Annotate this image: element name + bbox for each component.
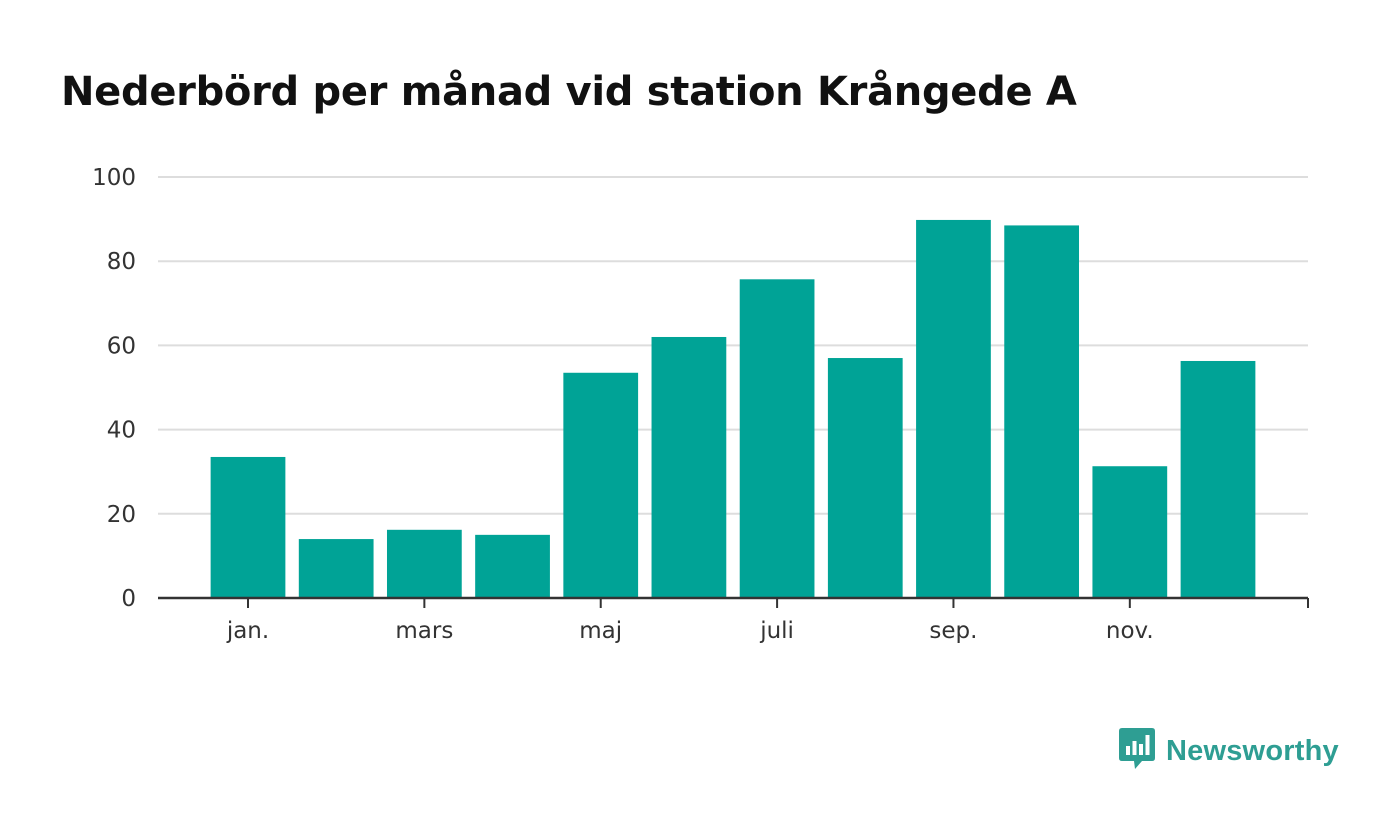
bar-apr [475, 534, 550, 598]
x-tick-label: nov. [1106, 618, 1154, 644]
bar-feb [298, 539, 374, 598]
axes [158, 596, 1309, 608]
bar-mars [386, 529, 462, 598]
y-tick-label: 60 [107, 333, 136, 359]
brand-name: Newsworthy [1166, 734, 1339, 767]
bar-maj [563, 372, 639, 598]
bar-sep [916, 219, 991, 598]
bar-juli [739, 279, 815, 598]
y-tick-label: 40 [107, 418, 136, 444]
chart-title: Nederbörd per månad vid station Krångede… [61, 69, 1077, 115]
bar-jan [210, 456, 286, 598]
bar-aug [827, 358, 903, 598]
brand-logo: Newsworthy [1118, 727, 1339, 775]
x-tick-label: jan. [226, 618, 269, 644]
y-tick-label: 0 [121, 586, 136, 612]
x-tick-label: maj [579, 618, 622, 644]
newsworthy-logo-icon [1118, 727, 1156, 775]
bar-juni [651, 336, 727, 598]
bar-dec [1180, 360, 1256, 598]
gridlines [158, 176, 1308, 515]
y-tick-label: 80 [107, 249, 136, 275]
x-tick-label: sep. [929, 618, 977, 644]
tick-labels: 0 20 40 60 80 100 jan. mars maj juli sep. nov. [92, 165, 1154, 644]
x-tick-label: mars [395, 618, 453, 644]
y-tick-label: 100 [92, 165, 136, 191]
y-tick-label: 20 [107, 502, 136, 528]
bar-okt [1004, 225, 1080, 599]
bars [210, 219, 1256, 599]
bar-nov [1092, 466, 1168, 598]
x-tick-label: juli [759, 618, 794, 644]
bar-chart: 0 20 40 60 80 100 jan. mars maj juli sep. nov. [92, 165, 1309, 644]
